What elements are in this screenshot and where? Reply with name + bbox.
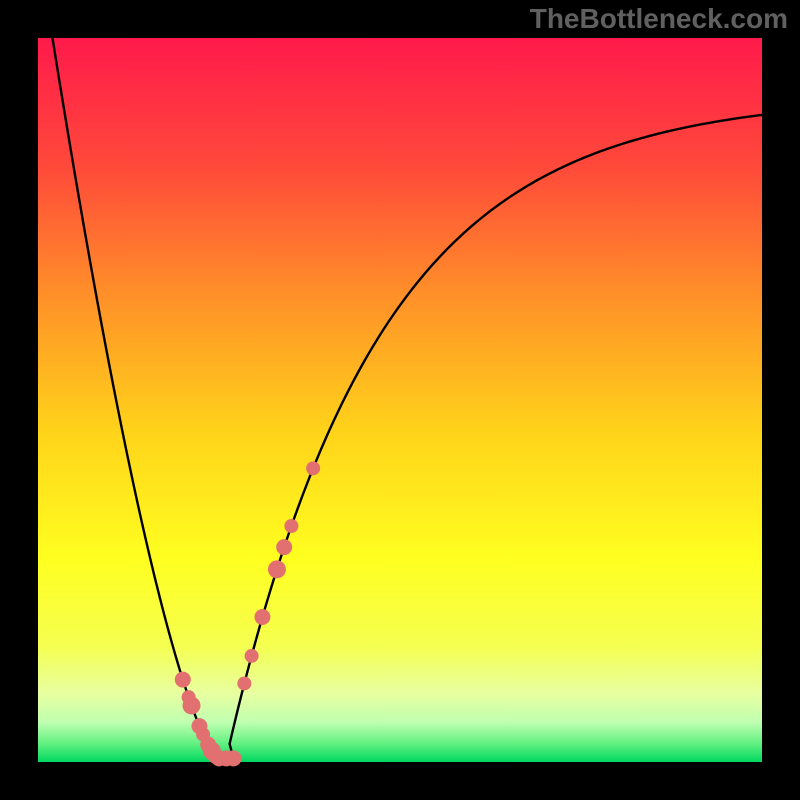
data-point [182,696,200,714]
data-point [254,609,270,625]
data-point [284,519,298,533]
data-point [245,649,259,663]
data-point [306,461,320,475]
data-point [175,672,191,688]
data-point [225,750,241,766]
bottleneck-chart: TheBottleneck.com [0,0,800,800]
watermark-text: TheBottleneck.com [530,3,788,34]
plot-area [38,38,762,762]
data-point [237,676,251,690]
data-point [276,539,292,555]
data-point [268,560,286,578]
